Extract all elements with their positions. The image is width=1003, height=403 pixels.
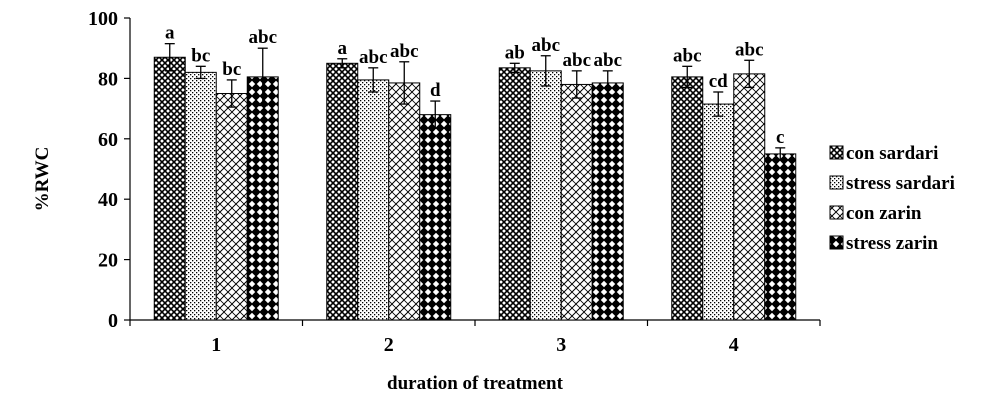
- bar-stress-zarin-1: [246, 76, 279, 321]
- significance-label: a: [165, 23, 175, 44]
- bar-stress-zarin-2: [419, 114, 452, 321]
- significance-label: abc: [249, 27, 278, 48]
- bar-con-sardari-4: [671, 76, 704, 321]
- bar-con-zarin-2: [388, 82, 421, 321]
- bar-stress-sardari-4: [702, 103, 735, 321]
- legend-label: con sardari: [846, 143, 938, 164]
- bar-stress-sardari-1: [184, 71, 217, 321]
- bar-stress-sardari-3: [529, 70, 562, 321]
- y-tick-label: 80: [98, 68, 118, 90]
- bar-con-zarin-4: [733, 73, 766, 321]
- significance-label: abc: [673, 45, 702, 66]
- significance-label: d: [430, 80, 441, 101]
- legend-label: con zarin: [846, 203, 922, 224]
- legend-label: stress zarin: [846, 233, 938, 254]
- legend-swatch: [829, 235, 844, 250]
- x-tick-label: 3: [556, 334, 566, 356]
- bar-con-zarin-3: [560, 83, 593, 321]
- bar-stress-sardari-2: [357, 79, 390, 321]
- legend-swatch: [829, 145, 844, 160]
- significance-label: abc: [359, 47, 388, 68]
- significance-label: abc: [532, 35, 561, 56]
- significance-label: cd: [709, 71, 728, 92]
- significance-label: c: [776, 127, 784, 148]
- legend-swatch: [829, 205, 844, 220]
- x-axis-title: duration of treatment: [387, 373, 564, 394]
- bar-stress-zarin-4: [764, 153, 797, 321]
- significance-label: abc: [735, 39, 764, 60]
- y-tick-label: 60: [98, 129, 118, 151]
- x-tick-label: 4: [729, 334, 739, 356]
- significance-label: ab: [505, 42, 525, 63]
- bar-con-sardari-2: [326, 62, 359, 321]
- significance-label: bc: [191, 45, 210, 66]
- y-axis-title: %RWC: [32, 147, 53, 212]
- significance-label: a: [338, 38, 348, 59]
- significance-label: abc: [563, 50, 592, 71]
- bar-stress-zarin-3: [591, 82, 624, 321]
- significance-label: abc: [390, 41, 419, 62]
- x-tick-label: 2: [384, 334, 394, 356]
- bar-con-zarin-1: [215, 93, 248, 321]
- x-tick-label: 1: [211, 334, 221, 356]
- y-tick-label: 20: [98, 250, 118, 272]
- significance-label: abc: [594, 50, 623, 71]
- y-tick-label: 40: [98, 189, 118, 211]
- legend-label: stress sardari: [846, 173, 955, 194]
- bar-con-sardari-3: [498, 67, 531, 321]
- legend-swatch: [829, 175, 844, 190]
- bar-con-sardari-1: [153, 56, 186, 321]
- significance-label: bc: [222, 59, 241, 80]
- y-tick-label: 0: [108, 310, 118, 332]
- y-tick-label: 100: [88, 8, 118, 30]
